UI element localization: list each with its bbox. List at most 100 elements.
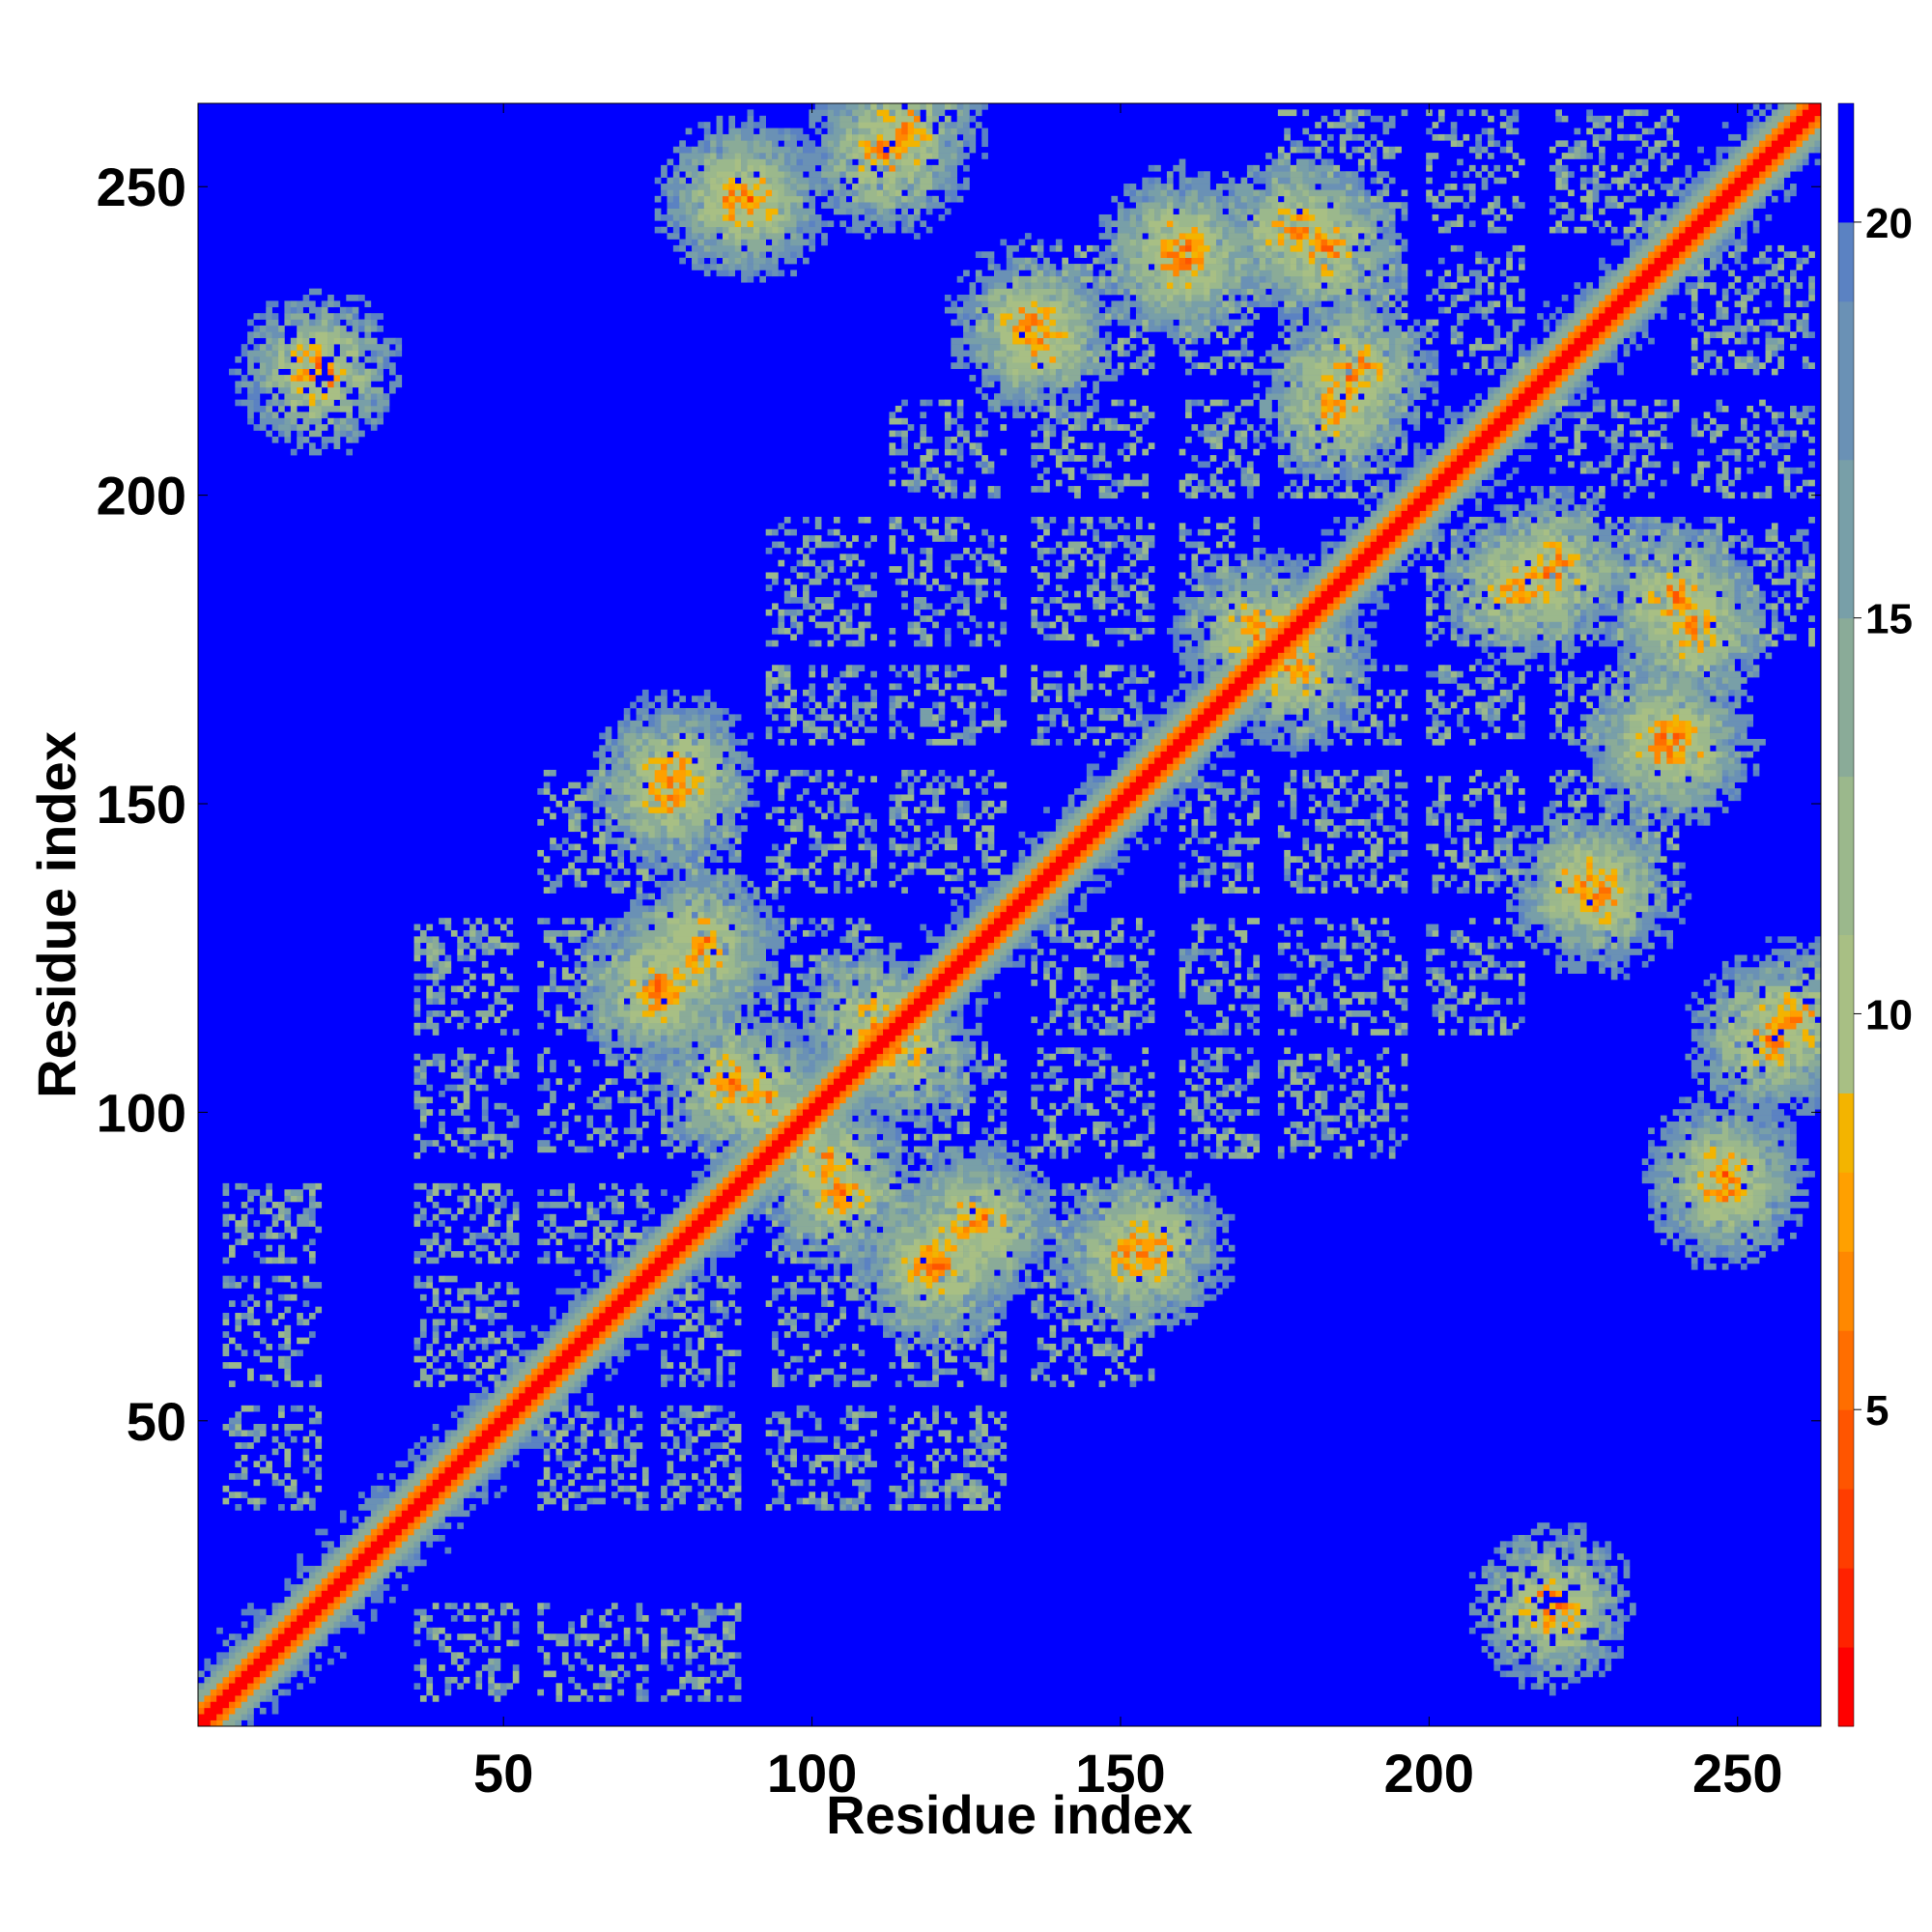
heatmap-cell: [703, 1324, 711, 1332]
heatmap-cell: [1037, 1109, 1044, 1116]
heatmap-cell: [679, 1454, 686, 1462]
heatmap-cell: [1173, 1251, 1179, 1258]
heatmap-cell: [920, 1251, 933, 1258]
heatmap-cell: [284, 1627, 303, 1634]
heatmap-cell: [796, 1479, 804, 1487]
heatmap-cell: [772, 1411, 785, 1418]
heatmap-cell: [1129, 1195, 1143, 1203]
heatmap-cell: [228, 1634, 236, 1640]
heatmap-cell: [315, 1596, 334, 1604]
heatmap-cell: [685, 1645, 693, 1653]
heatmap-cell: [561, 1368, 569, 1376]
heatmap-cell: [1499, 1603, 1507, 1609]
heatmap-cell: [599, 1096, 606, 1104]
heatmap-cell: [1006, 1282, 1019, 1289]
heatmap-cell: [747, 1158, 754, 1166]
heatmap-cell: [679, 1362, 686, 1369]
heatmap-cell: [586, 1313, 594, 1320]
heatmap-cell: [1555, 1590, 1563, 1598]
heatmap-cell: [1173, 1232, 1186, 1239]
heatmap-cell: [413, 1380, 421, 1387]
heatmap-cell: [439, 1442, 445, 1449]
heatmap-cell: [439, 1319, 445, 1326]
heatmap-cell: [889, 1331, 896, 1338]
heatmap-cell: [1617, 1652, 1624, 1660]
heatmap-cell: [803, 1435, 810, 1443]
heatmap-cell: [259, 1195, 272, 1203]
heatmap-cell: [413, 1343, 421, 1350]
heatmap-cell: [512, 1621, 520, 1629]
heatmap-cell: [550, 1306, 556, 1314]
heatmap-cell: [1530, 1658, 1538, 1665]
heatmap-cell: [1728, 1164, 1735, 1172]
heatmap-cell: [1173, 1282, 1179, 1289]
heatmap-cell: [703, 1133, 711, 1141]
heatmap-cell: [728, 1213, 742, 1221]
heatmap-cell: [636, 1244, 655, 1252]
heatmap-cell: [1574, 1615, 1587, 1622]
heatmap-cell: [870, 1374, 877, 1381]
heatmap-cell: [1468, 1627, 1476, 1634]
heatmap-cell: [667, 1115, 674, 1122]
heatmap-cell: [1129, 1300, 1143, 1307]
heatmap-cell: [1067, 1189, 1081, 1196]
heatmap-cell: [555, 1350, 563, 1357]
heatmap-cell: [1690, 1263, 1698, 1270]
heatmap-cell: [235, 1701, 242, 1709]
heatmap-cell: [858, 1182, 866, 1190]
heatmap-cell: [432, 1337, 440, 1345]
heatmap-cell: [925, 1244, 933, 1252]
heatmap-cell: [444, 1603, 452, 1609]
heatmap-cell: [266, 1676, 279, 1684]
heatmap-cell: [284, 1257, 292, 1264]
heatmap-cell: [389, 1553, 403, 1560]
heatmap-cell: [956, 1226, 964, 1234]
heatmap-cell: [1204, 1133, 1210, 1141]
heatmap-cell: [864, 1182, 871, 1190]
heatmap-cell: [266, 1300, 272, 1307]
heatmap-cell: [803, 1133, 810, 1141]
heatmap-cell: [839, 1251, 847, 1258]
heatmap-cell: [315, 1584, 323, 1591]
heatmap-cell: [315, 1485, 323, 1492]
heatmap-cell: [1154, 1220, 1168, 1227]
heatmap-cell: [259, 1645, 267, 1653]
heatmap-cell: [1197, 1115, 1205, 1122]
heatmap-cell: [956, 1324, 964, 1332]
heatmap-cell: [1105, 1350, 1119, 1357]
heatmap-cell: [803, 1244, 810, 1252]
heatmap-cell: [481, 1189, 489, 1196]
heatmap-cell: [247, 1664, 267, 1671]
heatmap-cell: [722, 1454, 729, 1462]
heatmap-cell: [1579, 1572, 1587, 1578]
heatmap-cell: [1574, 1645, 1581, 1653]
heatmap-cell: [728, 1288, 736, 1295]
heatmap-cell: [1543, 1676, 1550, 1684]
heatmap-cell: [1555, 1621, 1563, 1629]
heatmap-cell: [839, 1417, 847, 1425]
heatmap-cell: [975, 1324, 982, 1332]
heatmap-cell: [944, 1448, 952, 1456]
heatmap-cell: [426, 1479, 434, 1487]
heatmap-cell: [278, 1355, 285, 1363]
heatmap-cell: [772, 1140, 791, 1147]
heatmap-cell: [1006, 1202, 1013, 1208]
heatmap-cell: [722, 1652, 729, 1660]
heatmap-cell: [692, 1652, 698, 1660]
heatmap-cell: [1037, 1244, 1057, 1252]
heatmap-cell: [1734, 1109, 1773, 1116]
heatmap-cell: [204, 1707, 223, 1715]
heatmap-cell: [1111, 1293, 1119, 1301]
heatmap-cell: [1123, 1232, 1130, 1239]
heatmap-cell: [1018, 1282, 1026, 1289]
heatmap-cell: [870, 1164, 877, 1172]
heatmap-cell: [685, 1127, 698, 1135]
heatmap-cell: [450, 1461, 470, 1468]
heatmap-cell: [679, 1202, 686, 1208]
heatmap-cell: [925, 1485, 933, 1492]
heatmap-cell: [1506, 1621, 1513, 1629]
heatmap-cell: [925, 1208, 933, 1215]
heatmap-cell: [765, 1195, 773, 1203]
heatmap-cell: [938, 1324, 957, 1332]
heatmap-cell: [1579, 1603, 1593, 1609]
